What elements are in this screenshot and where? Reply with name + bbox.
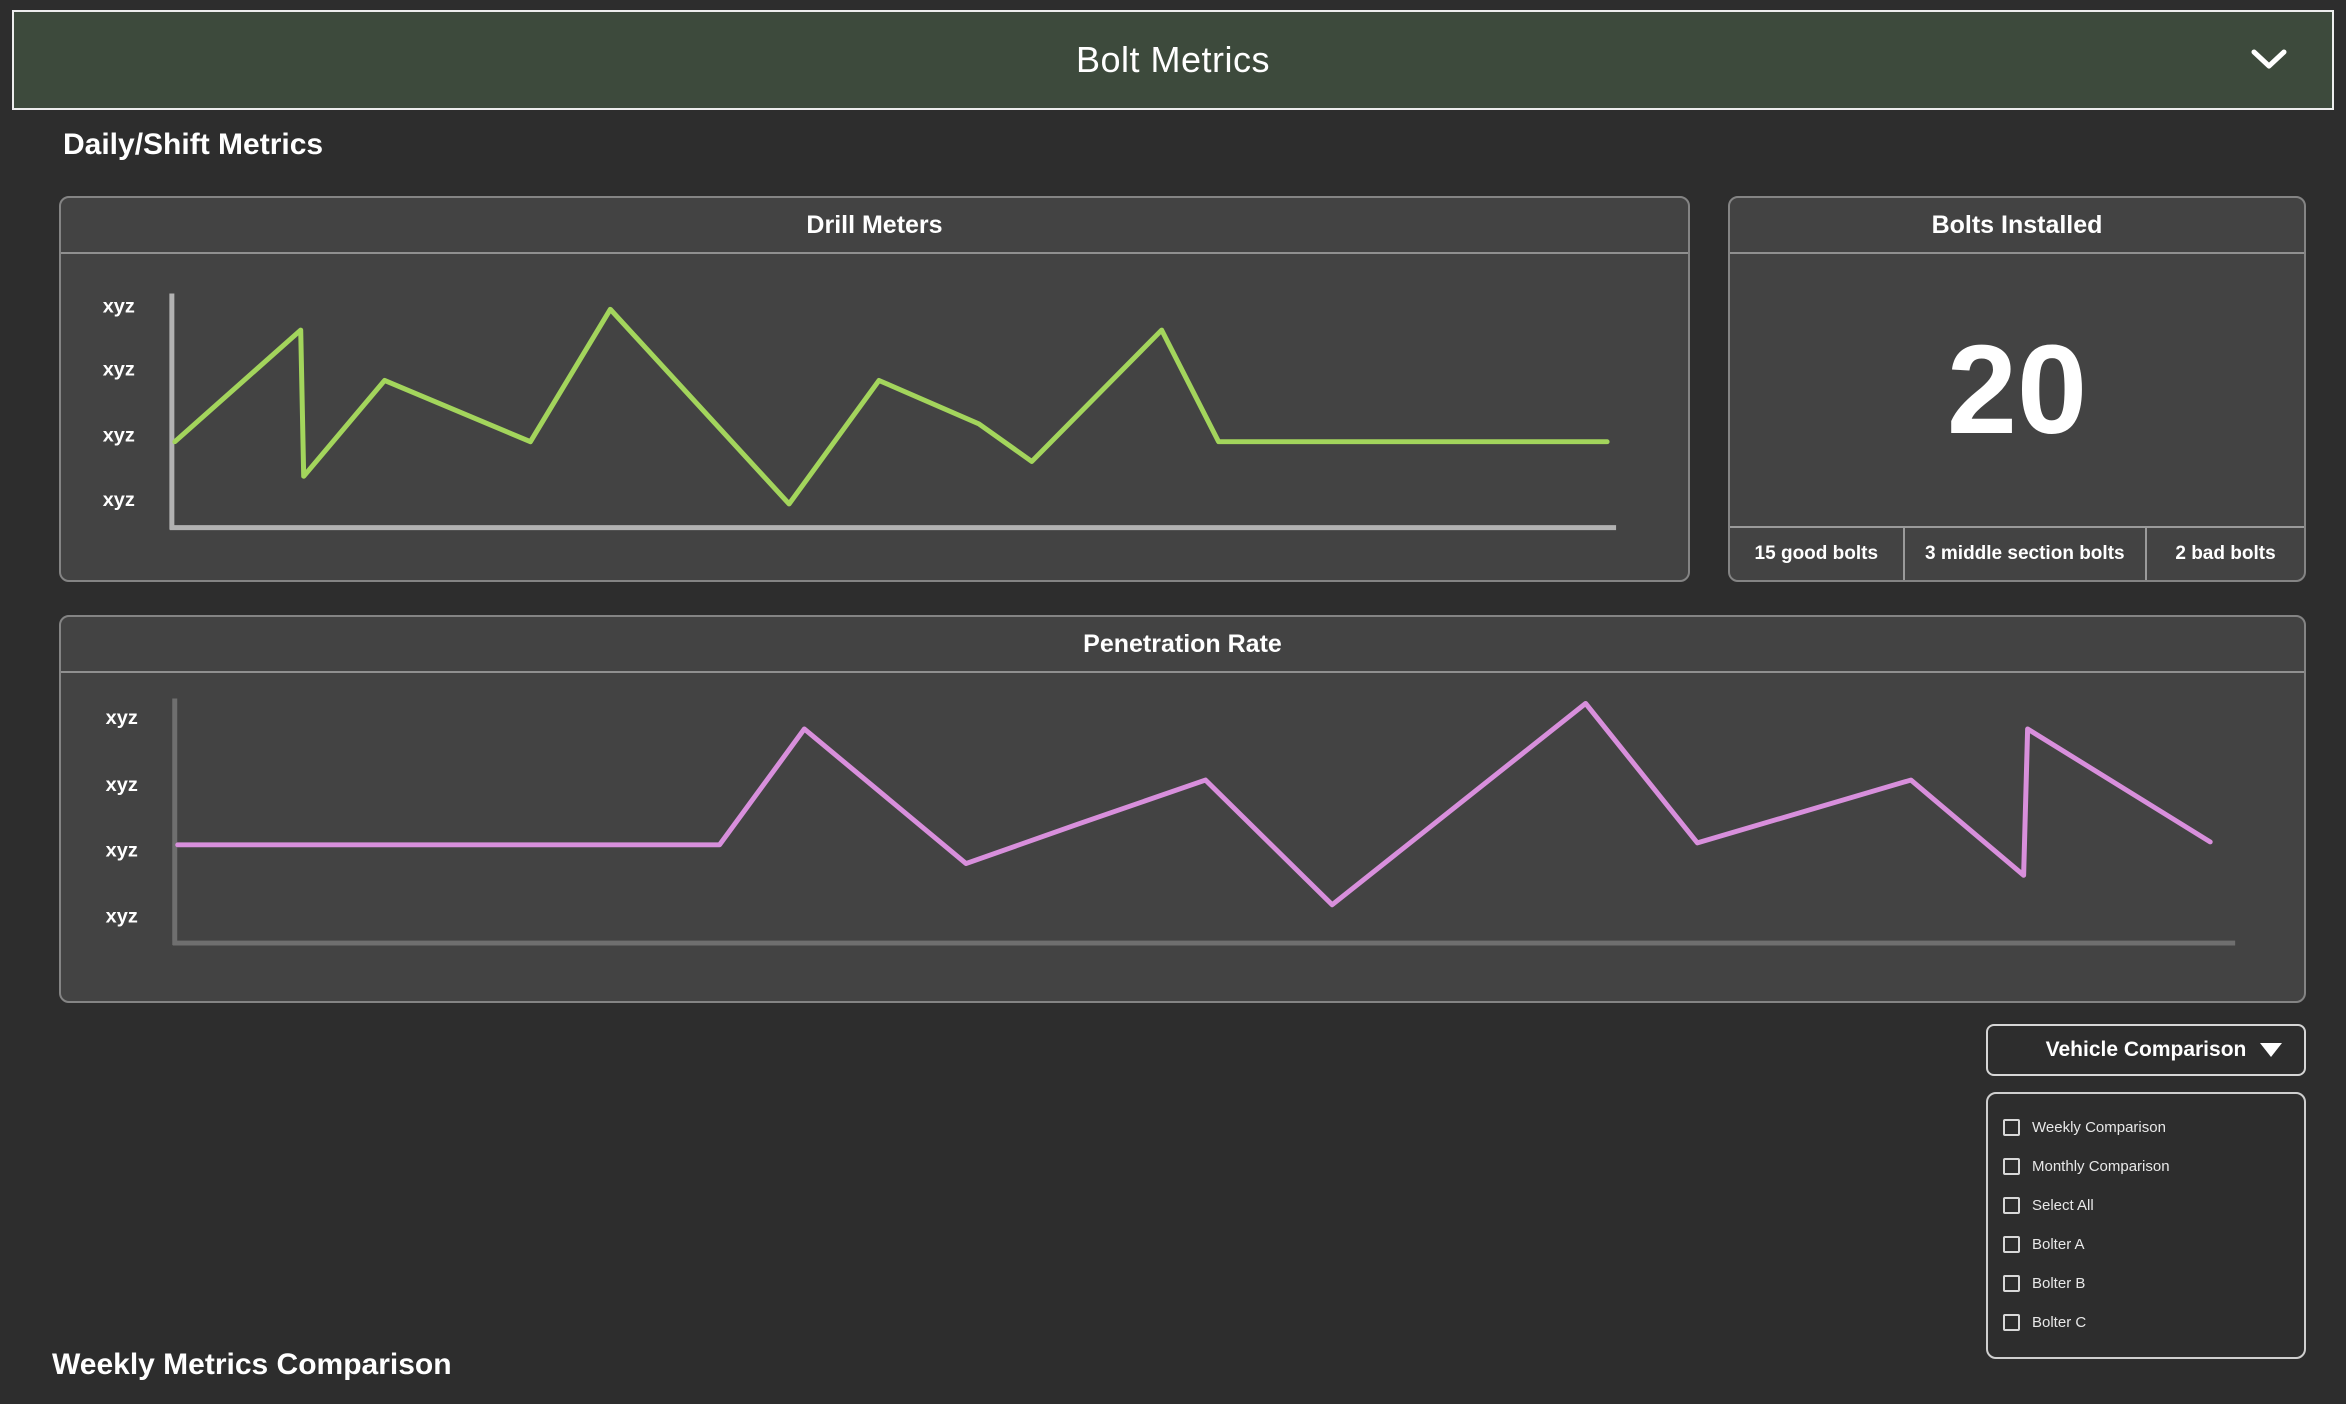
drill-meters-title: Drill Meters: [61, 198, 1688, 254]
menu-item-bolter-b[interactable]: Bolter B: [1988, 1264, 2304, 1303]
triangle-down-icon: [2260, 1043, 2282, 1057]
menu-item-label: Bolter A: [2032, 1236, 2085, 1253]
drill-line: [172, 306, 1610, 507]
menu-item-weekly-comparison[interactable]: Weekly Comparison: [1988, 1108, 2304, 1147]
penetration-rate-title: Penetration Rate: [61, 617, 2304, 673]
y-tick-label: xyz: [103, 489, 135, 511]
penetration-rate-panel: Penetration Rate xyz xyz xyz xyz: [59, 615, 2306, 1003]
stat-bad-bolts: 2 bad bolts: [2145, 528, 2304, 580]
menu-item-label: Weekly Comparison: [2032, 1119, 2166, 1136]
checkbox-icon[interactable]: [2003, 1197, 2020, 1214]
y-tick-label: xyz: [103, 359, 135, 381]
y-tick-label: xyz: [106, 707, 138, 729]
checkbox-icon[interactable]: [2003, 1236, 2020, 1253]
drill-meters-chart: xyz xyz xyz xyz: [103, 293, 1617, 531]
bolts-count: 20: [1730, 254, 2304, 526]
penetration-line: [175, 700, 2213, 908]
checkbox-icon[interactable]: [2003, 1275, 2020, 1292]
y-tick-label: xyz: [106, 774, 138, 796]
section-title-daily: Daily/Shift Metrics: [63, 128, 324, 161]
drill-meters-panel: Drill Meters xyz xyz xyz xyz: [59, 196, 1690, 582]
checkbox-icon[interactable]: [2003, 1314, 2020, 1331]
menu-item-label: Select All: [2032, 1197, 2094, 1214]
menu-item-label: Bolter B: [2032, 1275, 2086, 1292]
page-title: Bolt Metrics: [1075, 39, 1271, 80]
bolts-count-value: 20: [1946, 319, 2088, 460]
checkbox-icon[interactable]: [2003, 1119, 2020, 1136]
bolts-installed-panel: Bolts Installed 20 15 good bolts 3 middl…: [1728, 196, 2306, 582]
stat-good-bolts: 15 good bolts: [1754, 543, 1879, 564]
menu-item-label: Monthly Comparison: [2032, 1158, 2170, 1175]
checkbox-icon[interactable]: [2003, 1158, 2020, 1175]
y-tick-label: xyz: [103, 425, 135, 447]
menu-item-bolter-a[interactable]: Bolter A: [1988, 1225, 2304, 1264]
vehicle-comparison-button[interactable]: Vehicle Comparison: [1986, 1024, 2306, 1076]
chevron-down-icon[interactable]: [2250, 48, 2288, 72]
bolts-installed-title: Bolts Installed: [1730, 198, 2304, 254]
penetration-rate-chart: xyz xyz xyz xyz: [106, 698, 2236, 946]
y-tick-label: xyz: [103, 295, 135, 317]
menu-item-bolter-c[interactable]: Bolter C: [1988, 1303, 2304, 1342]
section-title-weekly: Weekly Metrics Comparison: [52, 1348, 452, 1381]
stat-middle-section-bolts: 3 middle section bolts: [1902, 528, 2145, 580]
vehicle-comparison-label: Vehicle Comparison: [2045, 1038, 2247, 1061]
app-header: Bolt Metrics: [12, 10, 2334, 110]
bolts-stats-row: 15 good bolts 3 middle section bolts 2 b…: [1730, 526, 2304, 580]
menu-item-select-all[interactable]: Select All: [1988, 1186, 2304, 1225]
y-tick-label: xyz: [106, 840, 138, 862]
y-tick-label: xyz: [106, 906, 138, 928]
menu-item-label: Bolter C: [2032, 1314, 2087, 1331]
vehicle-comparison-menu: Weekly Comparison Monthly Comparison Selec…: [1986, 1092, 2306, 1359]
menu-item-monthly-comparison[interactable]: Monthly Comparison: [1988, 1147, 2304, 1186]
